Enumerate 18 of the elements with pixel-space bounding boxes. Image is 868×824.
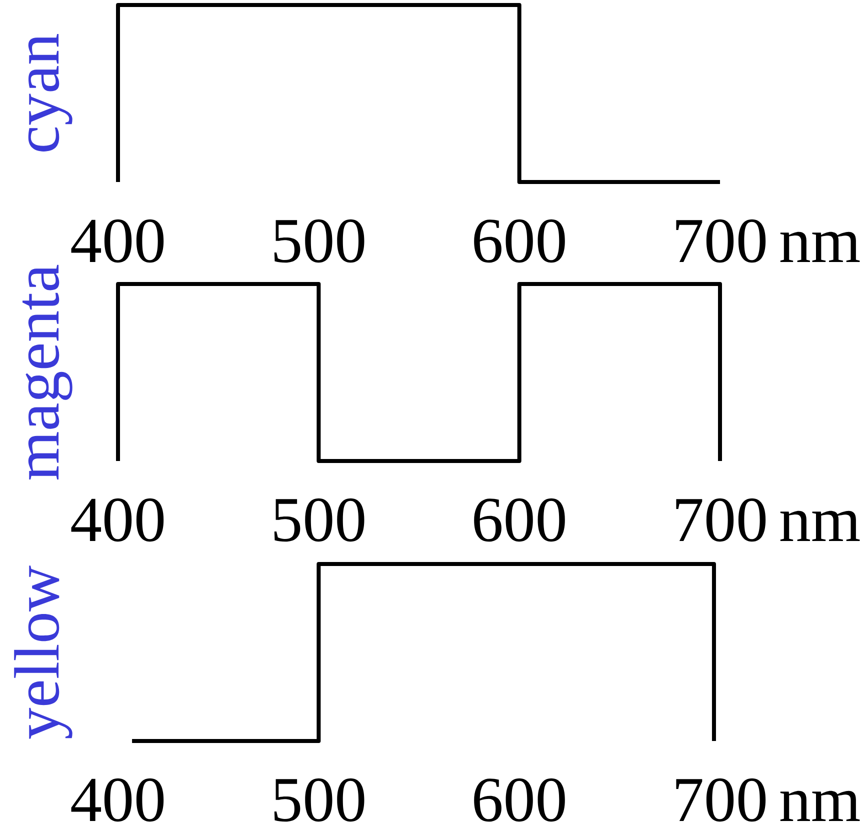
x-tick-label: 400 (71, 219, 164, 263)
x-tick-label: 600 (474, 219, 565, 263)
x-tick-label: 500 (274, 219, 364, 263)
x-tick-label: 700 (676, 778, 766, 822)
x-axis-title: nm (780, 232, 860, 262)
y-axis-title: cyan (28, 34, 72, 152)
x-tick-label: 600 (474, 778, 565, 822)
x-axis-title: nm (780, 510, 860, 541)
x-tick-label: 700 (676, 219, 766, 263)
x-tick-label: 600 (474, 498, 565, 542)
x-tick-label: 400 (71, 778, 164, 822)
x-axis-title: nm (780, 790, 860, 821)
y-axis-title: yellow (14, 566, 72, 739)
y-axis-title: magenta (22, 264, 72, 480)
x-tick-label: 500 (274, 778, 364, 822)
x-tick-label: 700 (676, 498, 766, 542)
x-tick-label: 500 (274, 498, 364, 542)
x-tick-label: 400 (71, 498, 164, 542)
